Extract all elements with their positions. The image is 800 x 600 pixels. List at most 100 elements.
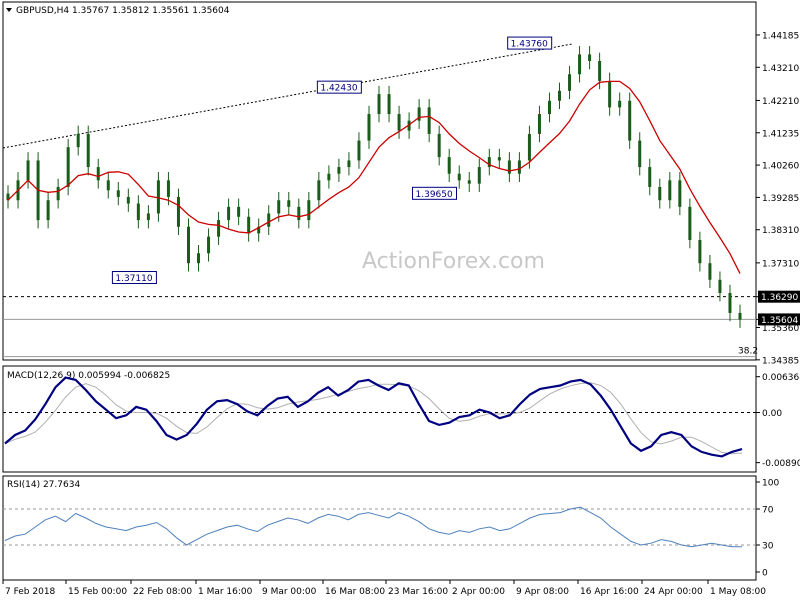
time-tick-label: 1 Mar 16:00 — [198, 587, 253, 597]
candle-body — [337, 167, 341, 174]
candle-body — [136, 203, 140, 221]
candle-body — [738, 312, 742, 320]
price-label-text: 1.42430 — [320, 84, 357, 94]
candle-body — [598, 61, 602, 81]
candle-body — [477, 167, 481, 184]
candle-body — [487, 157, 491, 168]
candle-body — [678, 180, 682, 207]
candle-body — [287, 200, 291, 207]
price-tick-label: 1.36290 — [761, 293, 798, 303]
candle-body — [648, 167, 652, 187]
price-tick-label: 1.34385 — [762, 356, 799, 366]
candle-body — [568, 74, 572, 91]
candle-body — [186, 226, 190, 264]
macd-line — [4, 376, 743, 458]
candle-body — [227, 206, 231, 221]
candle-body — [6, 193, 10, 201]
candle-body — [86, 133, 90, 168]
rsi-line — [4, 506, 742, 548]
candle-body — [66, 147, 70, 187]
time-tick-label: 1 May 08:00 — [710, 587, 766, 597]
candle-body — [718, 279, 722, 294]
candle-body — [497, 157, 501, 161]
price-label-text: 1.37110 — [115, 274, 152, 284]
price-label-box — [111, 271, 157, 285]
candle-body — [447, 157, 451, 174]
dropdown-triangle-icon[interactable] — [6, 8, 12, 12]
price-tick-highlight — [758, 290, 800, 303]
candle-body — [116, 190, 120, 197]
price-tick-label: 1.38310 — [762, 226, 799, 236]
candle-body — [96, 167, 100, 181]
candle-body — [688, 206, 692, 241]
candle-body — [618, 100, 622, 108]
candle-body — [728, 293, 732, 313]
time-tick-label: 24 Apr 00:00 — [644, 587, 703, 597]
moving-average — [7, 80, 741, 274]
candle-body — [166, 180, 170, 197]
candle-body — [197, 253, 201, 264]
candle-body — [578, 54, 582, 75]
candle-body — [357, 140, 361, 161]
candle-body — [427, 107, 431, 134]
candle-body — [247, 216, 251, 234]
time-tick-label: 23 Mar 16:00 — [388, 587, 448, 597]
time-tick-label: 15 Feb 00:00 — [68, 587, 127, 597]
watermark: ActionForex.com — [362, 249, 545, 274]
price-tick-label: 1.39285 — [762, 194, 799, 204]
rsi-tick-label: 70 — [762, 506, 774, 516]
candle-body — [26, 160, 30, 181]
macd-tick-label: 0.006368 — [762, 373, 800, 383]
candle-body — [638, 140, 642, 168]
macd-tick-label: -0.008903 — [762, 459, 800, 469]
candle-body — [217, 220, 221, 237]
candle-body — [307, 200, 311, 221]
price-header: GBPUSD,H4 1.35767 1.35812 1.35561 1.3560… — [16, 6, 230, 16]
candle-body — [397, 114, 401, 131]
price-label-text: 1.43760 — [511, 40, 548, 50]
price-tick-label: 1.35360 — [762, 324, 799, 334]
price-tick-highlight — [758, 313, 800, 326]
time-tick-label: 16 Apr 16:00 — [580, 587, 639, 597]
candle-body — [327, 173, 331, 181]
rsi-tick-label: 100 — [762, 479, 779, 489]
candle-body — [156, 180, 160, 214]
time-tick-label: 2 Apr 00:00 — [452, 587, 505, 597]
candle-body — [267, 213, 271, 227]
candle-body — [257, 226, 261, 234]
candle-body — [547, 100, 551, 115]
candle-body — [588, 54, 592, 62]
candle-body — [558, 90, 562, 101]
candle-body — [527, 133, 531, 161]
macd-tick-label: 0.00 — [762, 409, 782, 419]
rsi-header: RSI(14) 27.7634 — [7, 480, 80, 490]
candle-body — [347, 160, 351, 168]
rsi-tick-label: 0 — [762, 569, 768, 579]
price-levels: 38.2 — [3, 296, 758, 358]
rsi-axis: 100 70 30 0 — [3, 479, 779, 579]
time-tick-label: 9 Apr 08:00 — [516, 587, 569, 597]
price-label-box — [412, 186, 458, 200]
candle-body — [658, 186, 662, 201]
upper-trendline — [2, 43, 573, 149]
candle-body — [628, 100, 632, 141]
time-tick-label: 16 Mar 08:00 — [325, 587, 385, 597]
price-tick-label: 1.35604 — [761, 316, 798, 326]
candle-body — [146, 213, 150, 221]
time-tick-label: 22 Feb 08:00 — [133, 587, 192, 597]
candle-body — [608, 80, 612, 108]
candle-body — [537, 114, 541, 134]
candle-body — [387, 94, 391, 115]
time-tick-label: 7 Feb 2018 — [5, 587, 56, 597]
price-tick-label: 1.44185 — [762, 31, 799, 41]
candle-body — [317, 180, 321, 201]
candle-body — [668, 180, 672, 201]
macd-axis: 0.006368 0.00 -0.008903 — [3, 373, 800, 469]
candle-body — [176, 196, 180, 227]
time-axis: 7 Feb 2018 15 Feb 00:00 22 Feb 08:00 1 Mar … — [2, 580, 766, 597]
candle-body — [517, 160, 521, 174]
candle-body — [207, 236, 211, 254]
candle-body — [56, 186, 60, 201]
fib-label: 38.2 — [738, 347, 758, 357]
price-panel-border — [2, 1, 757, 361]
